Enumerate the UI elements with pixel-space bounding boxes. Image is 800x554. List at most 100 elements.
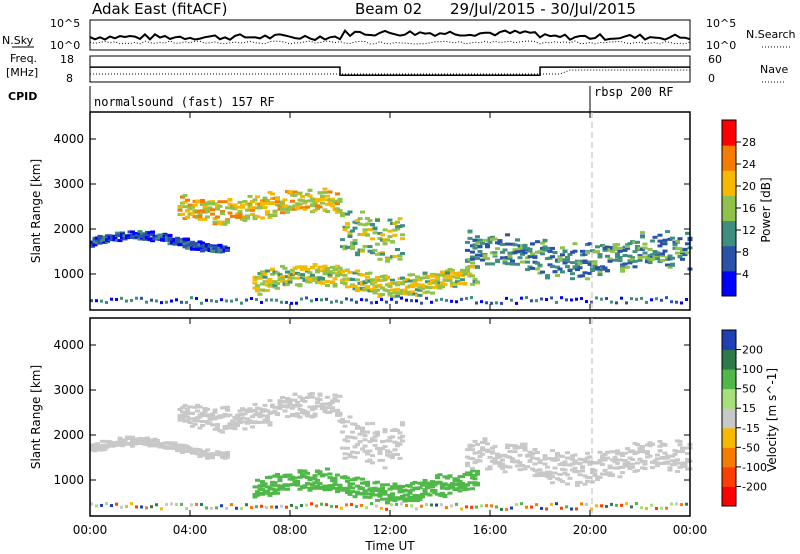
echo-cell <box>540 252 545 256</box>
near-range-echo <box>255 505 258 509</box>
echo-cell <box>400 434 405 438</box>
echo-cell <box>120 231 125 235</box>
echo-cell <box>392 482 398 486</box>
echo-cell <box>440 484 445 488</box>
echo-cell <box>285 270 290 274</box>
echo-cell <box>355 476 360 480</box>
echo-cell <box>345 245 350 249</box>
echo-cell <box>460 274 465 277</box>
echo-cell <box>600 463 605 466</box>
echo-cell <box>402 288 408 292</box>
echo-cell <box>307 488 313 492</box>
echo-cell <box>395 453 400 456</box>
radar-name-title: Adak East (fitACF) <box>92 0 227 18</box>
echo-cell <box>625 447 630 451</box>
echo-cell <box>557 478 563 482</box>
echo-cell <box>600 454 605 458</box>
echo-cell <box>655 461 660 465</box>
echo-cell <box>222 427 228 431</box>
echo-cell <box>352 436 358 440</box>
echo-cell <box>397 456 403 460</box>
echo-cell <box>392 291 398 295</box>
near-range-echo <box>480 504 483 508</box>
echo-cell <box>612 456 618 460</box>
echo-cell <box>160 443 165 447</box>
echo-cell <box>612 246 618 249</box>
echo-cell <box>655 453 660 457</box>
echo-cell <box>542 462 548 466</box>
near-range-echo <box>210 506 213 510</box>
echo-cell <box>297 202 303 206</box>
echo-cell <box>595 245 600 249</box>
echo-cell <box>227 202 233 206</box>
near-range-echo <box>445 298 448 302</box>
echo-cell <box>380 233 385 237</box>
echo-cell <box>535 457 540 461</box>
echo-cell <box>300 267 305 271</box>
echo-cell <box>375 498 380 502</box>
echo-cell <box>637 457 643 461</box>
echo-cell <box>340 238 345 242</box>
echo-cell <box>580 274 585 278</box>
echo-cell <box>380 488 385 492</box>
x-tick-label: 16:00 <box>473 523 508 537</box>
echo-cell <box>217 204 223 208</box>
near-range-echo <box>685 297 688 301</box>
echo-cell <box>387 450 393 454</box>
near-range-echo <box>360 298 363 302</box>
echo-cell <box>555 265 560 269</box>
echo-cell <box>630 465 635 469</box>
echo-cell <box>435 276 440 280</box>
echo-cell <box>230 214 235 218</box>
echo-cell <box>685 457 690 461</box>
near-range-echo <box>135 296 138 300</box>
echo-cell <box>542 248 548 252</box>
echo-cell <box>367 440 373 444</box>
near-range-echo <box>180 502 183 506</box>
echo-cell <box>407 484 413 488</box>
echo-cell <box>605 269 610 272</box>
echo-cell <box>592 469 598 472</box>
echo-cell <box>130 233 135 237</box>
echo-cell <box>262 206 268 209</box>
nsky-series <box>89 28 691 42</box>
echo-cell <box>242 412 248 416</box>
echo-cell <box>480 448 485 452</box>
echo-cell <box>242 218 248 222</box>
near-range-echo <box>160 301 163 305</box>
freq-label-line2: [MHz] <box>6 66 38 79</box>
echo-cell <box>227 198 233 201</box>
echo-cell <box>210 455 215 459</box>
near-range-echo <box>580 502 583 506</box>
echo-cell <box>587 271 593 275</box>
echo-cell <box>335 207 340 211</box>
near-range-echo <box>265 298 268 302</box>
echo-cell <box>222 200 228 204</box>
near-range-echo <box>355 300 358 304</box>
echo-cell <box>337 413 343 417</box>
echo-cell <box>477 450 483 454</box>
echo-cell <box>280 487 285 491</box>
echo-cell <box>320 407 325 411</box>
echo-cell <box>255 478 260 482</box>
echo-cell <box>465 448 470 452</box>
echo-cell <box>267 283 273 287</box>
near-range-echo <box>95 504 98 508</box>
echo-cell <box>475 241 480 245</box>
echo-cell <box>517 256 523 260</box>
echo-cell <box>427 481 433 485</box>
echo-cell <box>682 463 688 466</box>
nave-tick-bottom: 0 <box>708 72 715 85</box>
echo-cell <box>655 464 660 468</box>
echo-cell <box>562 468 568 472</box>
near-range-echo <box>465 505 468 509</box>
near-range-echo <box>105 502 108 506</box>
echo-cell <box>335 399 340 403</box>
echo-cell <box>300 472 305 476</box>
nsky-label: N.Sky <box>2 34 34 47</box>
echo-cell <box>485 242 490 246</box>
near-range-echo <box>395 502 398 506</box>
near-range-echo <box>190 296 193 300</box>
echo-cell <box>530 467 535 471</box>
